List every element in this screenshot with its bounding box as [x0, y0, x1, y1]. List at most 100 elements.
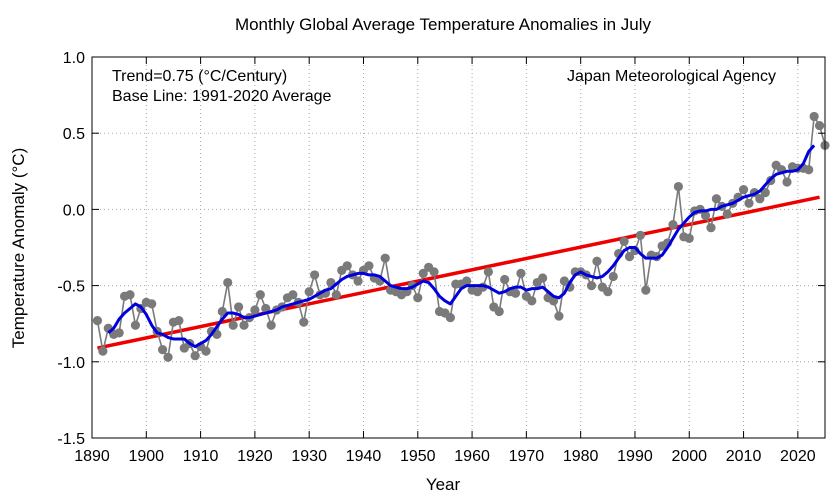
chart-title: Monthly Global Average Temperature Anoma…: [235, 15, 652, 34]
annual-data-point: [223, 277, 233, 288]
annual-series-group: [92, 111, 830, 362]
annual-data-point: [668, 220, 678, 230]
annual-data-point: [603, 287, 613, 297]
annual-data-point: [755, 194, 765, 204]
annual-data-point: [304, 287, 314, 297]
annual-data-point: [413, 293, 423, 303]
x-tick-label: 1990: [617, 448, 653, 465]
annual-data-point: [782, 177, 792, 187]
annual-data-point: [538, 273, 548, 283]
x-tick-label: 1920: [237, 448, 273, 465]
annual-data-point: [814, 120, 825, 131]
y-tick-label: -1.0: [57, 355, 85, 372]
x-axis-label: Year: [426, 475, 461, 494]
annual-data-point: [114, 328, 124, 338]
annual-data-point: [462, 276, 472, 286]
annual-data-point: [516, 268, 526, 279]
x-tick-label: 2000: [671, 448, 707, 465]
annual-data-point: [288, 290, 298, 300]
annual-data-point: [722, 209, 732, 219]
annual-data-point: [635, 230, 645, 240]
annual-data-point: [234, 302, 244, 312]
annual-data-point: [527, 296, 537, 306]
x-tick-label: 1900: [128, 448, 164, 465]
annual-data-point: [380, 253, 390, 263]
annual-data-point: [353, 276, 363, 286]
annual-data-point: [804, 165, 814, 175]
annual-data-point: [299, 317, 309, 327]
annual-data-point: [418, 268, 428, 279]
trend-line: [97, 195, 820, 350]
annual-data-point: [364, 261, 374, 271]
annual-data-point: [201, 346, 211, 356]
annual-data-point: [239, 320, 249, 330]
y-tick-label: 0.5: [63, 126, 85, 143]
annual-data-point: [700, 210, 711, 221]
annual-data-point: [510, 288, 521, 298]
annual-data-point: [125, 290, 135, 300]
annual-data-point: [261, 303, 271, 314]
grid-lines: [92, 57, 825, 438]
annual-data-point: [684, 233, 694, 243]
annual-data-point: [586, 281, 597, 291]
annual-data-point: [147, 299, 157, 309]
annual-data-point: [548, 296, 559, 306]
annual-data-point: [266, 320, 276, 330]
axis-ticks: -1.5 -1.0 -0.5 0.0 0.5 1.0 1890 1900 1910 1920 193…: [57, 50, 825, 465]
annual-data-point: [554, 311, 564, 321]
annual-data-point: [98, 346, 108, 356]
annual-data-point: [310, 270, 320, 280]
x-tick-label: 1890: [74, 448, 110, 465]
x-tick-label: 2010: [726, 448, 762, 465]
y-tick-label: -0.5: [57, 279, 85, 296]
annual-data-point: [217, 306, 227, 317]
annual-data-point: [130, 320, 141, 330]
annual-data-point: [445, 313, 455, 323]
x-tick-label: 1950: [400, 448, 436, 465]
annual-data-point: [738, 184, 749, 195]
annual-data-point: [592, 256, 602, 266]
plot-frame: [91, 56, 826, 439]
x-tick-label: 1930: [291, 448, 327, 465]
annual-data-point: [673, 181, 684, 192]
annual-data-point: [809, 111, 819, 122]
annual-data-point: [619, 236, 629, 247]
moving-average-line: [107, 144, 816, 349]
annual-data-point: [711, 194, 722, 204]
annual-series-line: [96, 113, 826, 360]
annual-data-point: [500, 274, 510, 285]
annual-data-point: [174, 316, 184, 326]
annual-data-point: [483, 267, 493, 277]
moving-average-group: [107, 144, 816, 349]
annual-data-point: [228, 320, 238, 330]
annual-data-point: [342, 261, 352, 271]
x-tick-label: 1910: [183, 448, 219, 465]
annual-data-point: [744, 198, 754, 208]
y-tick-label: 1.0: [63, 50, 85, 67]
x-tick-label: 1980: [563, 448, 599, 465]
annual-data-point: [92, 316, 103, 326]
annual-data-point: [190, 351, 200, 361]
annual-data-point: [429, 267, 439, 277]
annual-data-point: [163, 352, 173, 362]
x-tick-label: 2020: [780, 448, 816, 465]
x-tick-label: 1940: [346, 448, 382, 465]
x-tick-label: 1960: [454, 448, 490, 465]
annual-data-point: [157, 345, 168, 355]
y-tick-label: -1.5: [57, 431, 85, 448]
annual-data-point: [250, 305, 260, 315]
annual-data-point: [608, 271, 618, 282]
annual-data-point: [494, 306, 504, 317]
x-tick-label: 1970: [509, 448, 545, 465]
annual-data-point: [559, 276, 569, 286]
trend-annotation: Trend=0.75 (°C/Century): [112, 68, 287, 85]
trend-line-group: [97, 195, 820, 350]
annual-data-point: [641, 285, 651, 295]
annual-data-point: [331, 290, 341, 300]
annual-data-point: [760, 188, 770, 198]
y-axis-label: Temperature Anomaly (°C): [9, 148, 28, 348]
annual-data-point: [255, 290, 265, 300]
annual-data-point: [706, 223, 716, 233]
source-annotation: Japan Meteorological Agency: [567, 68, 776, 85]
